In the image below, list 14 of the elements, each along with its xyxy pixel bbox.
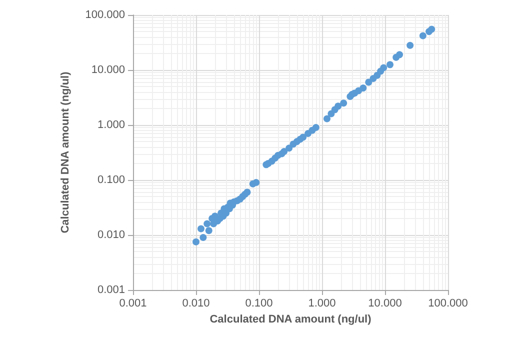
x-tick-label: 10.000 xyxy=(368,298,402,310)
x-tick-label: 0.100 xyxy=(245,298,273,310)
y-tick-label: 100.000 xyxy=(85,9,125,21)
x-tick-label: 0.001 xyxy=(119,298,147,310)
x-tick-label: 100.000 xyxy=(428,298,468,310)
x-tick-label: 0.010 xyxy=(182,298,210,310)
x-tick-label: 1.000 xyxy=(308,298,336,310)
x-axis-title: Calculated DNA amount (ng/ul) xyxy=(210,314,372,326)
y-tick-label: 1.000 xyxy=(97,119,125,131)
y-tick-label: 0.001 xyxy=(97,284,125,296)
y-axis-title: Calculated DNA amount (ng/ul) xyxy=(60,71,72,234)
y-tick-label: 0.010 xyxy=(97,229,125,241)
y-tick-label: 0.100 xyxy=(97,174,125,186)
y-tick-label: 10.000 xyxy=(91,64,125,76)
